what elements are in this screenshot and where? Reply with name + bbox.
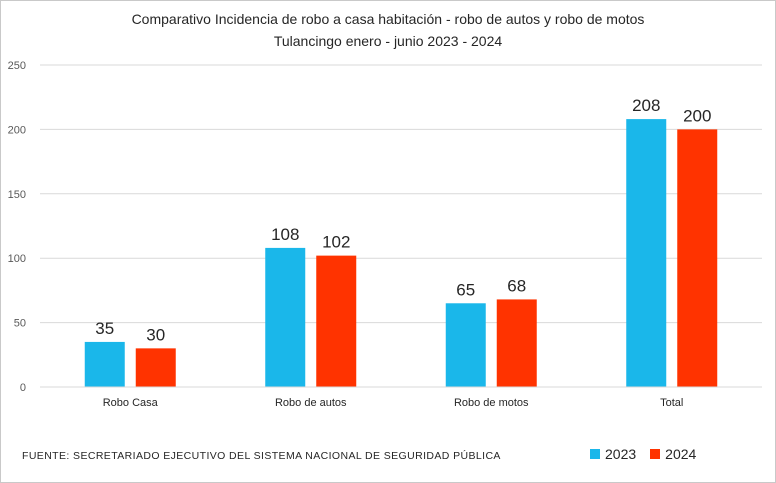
x-tick-label: Robo de autos	[275, 397, 347, 409]
bar-2024	[135, 348, 176, 387]
legend-label: 2023	[605, 446, 637, 462]
data-label: 65	[456, 280, 475, 299]
y-tick-label: 150	[8, 189, 26, 201]
legend-label: 2024	[665, 446, 697, 462]
legend-item: 2024	[650, 446, 696, 462]
legend-swatch	[590, 449, 600, 459]
chart-subtitle: Tulancingo enero - junio 2023 - 2024	[273, 33, 503, 49]
legend-item: 2023	[590, 446, 636, 462]
source-note: FUENTE: SECRETARIADO EJECUTIVO DEL SISTE…	[22, 450, 501, 462]
data-label: 102	[322, 233, 350, 252]
y-tick-label: 250	[8, 60, 26, 72]
legend-swatch	[650, 449, 661, 459]
bar-2024	[496, 299, 537, 387]
y-tick-label: 200	[8, 124, 26, 136]
x-tick-label: Robo Casa	[103, 397, 159, 409]
data-label: 108	[271, 225, 299, 244]
data-label: 35	[95, 319, 114, 338]
data-label: 30	[146, 325, 165, 344]
legend: 2023 2024	[590, 446, 710, 462]
data-label: 208	[632, 96, 660, 115]
bar-2024	[677, 129, 718, 387]
y-tick-label: 100	[8, 253, 26, 265]
y-tick-label: 50	[14, 318, 26, 330]
x-tick-label: Total	[660, 397, 683, 409]
x-tick-label: Robo de motos	[454, 397, 529, 409]
bar-2023	[265, 247, 306, 387]
data-label: 200	[683, 106, 711, 125]
bar-2023	[445, 303, 486, 387]
bar-2023	[626, 119, 667, 387]
data-label: 68	[507, 276, 526, 295]
y-tick-label: 0	[20, 382, 26, 394]
chart-title: Comparativo Incidencia de robo a casa ha…	[131, 11, 645, 27]
bar-2024	[316, 255, 357, 387]
bar-2023	[84, 341, 125, 387]
